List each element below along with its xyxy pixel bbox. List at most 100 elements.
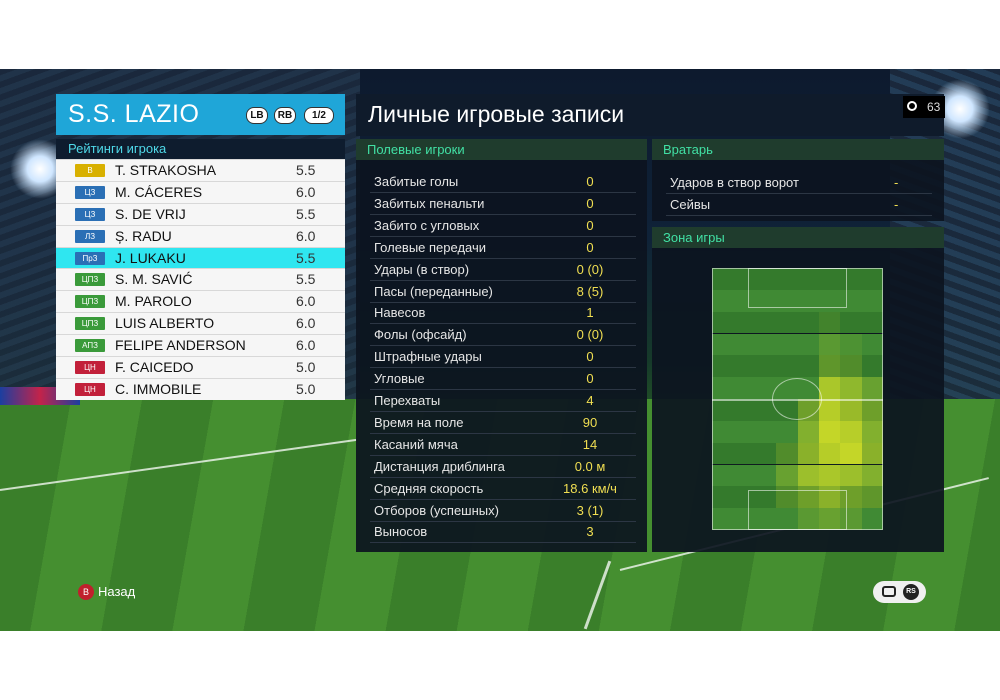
heatmap-cell	[712, 420, 734, 443]
player-rating: 6.0	[296, 293, 316, 310]
player-rating: 5.5	[296, 271, 316, 288]
heatmap-cell	[712, 508, 734, 530]
lb-button-icon[interactable]: LB	[246, 107, 268, 124]
position-badge: ЦПЗ	[75, 273, 105, 287]
heatmap-cell	[818, 311, 841, 334]
player-rating: 6.0	[296, 227, 316, 244]
heatmap-cell	[840, 268, 862, 290]
heatmap-cell	[797, 486, 819, 509]
heatmap-cell	[776, 508, 798, 530]
heatmap-cell	[733, 377, 755, 399]
heatmap-cell	[861, 377, 883, 399]
heatmap-cell	[776, 486, 798, 509]
stat-value: 8 (5)	[576, 283, 604, 299]
heatmap-cell	[840, 486, 862, 509]
stat-row: Отборов (успешных) 3 (1)	[370, 500, 636, 522]
player-row[interactable]: ПрЗ J. LUKAKU 5.5	[56, 246, 345, 269]
player-rating: 5.0	[296, 359, 316, 376]
heatmap-cell	[840, 377, 862, 399]
player-row[interactable]: ЦН F. CAICEDO 5.0	[56, 356, 345, 378]
heatmap-cell	[840, 420, 862, 443]
heatmap-cell	[776, 268, 798, 290]
heatmap-cell	[840, 508, 862, 530]
heatmap-cell	[861, 268, 883, 290]
stat-row: Средняя скорость 18.6 км/ч	[370, 478, 636, 500]
stat-value: 0 (0)	[576, 327, 604, 343]
heatmap-cell	[712, 311, 734, 334]
heatmap-cell	[754, 486, 777, 509]
stat-row: Удары (в створ) 0 (0)	[370, 259, 636, 281]
player-rating: 5.5	[296, 249, 316, 266]
player-rating: 5.5	[296, 162, 316, 178]
heatmap-cell	[754, 355, 777, 378]
player-row[interactable]: ЦПЗ M. PAROLO 6.0	[56, 290, 345, 313]
heatmap-cell	[840, 442, 862, 465]
position-badge: ЦН	[75, 361, 105, 375]
heatmap-cell	[733, 311, 755, 334]
stat-value: 0	[586, 195, 594, 211]
heatmap-cell	[818, 486, 841, 509]
heatmap-cell	[776, 355, 798, 378]
heatmap	[712, 268, 883, 530]
heatmap-cell	[733, 289, 755, 312]
back-label[interactable]: Назад	[98, 584, 136, 599]
position-badge: В	[75, 164, 105, 177]
player-rating: 6.0	[296, 183, 316, 200]
clock-icon	[907, 101, 917, 111]
player-row[interactable]: ЦПЗ S. M. SAVIĆ 5.5	[56, 268, 345, 291]
heatmap-cell	[754, 399, 777, 421]
heatmap-cell	[712, 399, 734, 421]
heatmap-cell	[818, 464, 841, 487]
heatmap-cell	[818, 420, 841, 443]
stat-row: Пасы (переданные) 8 (5)	[370, 281, 636, 303]
stat-value: 0	[586, 239, 594, 255]
heatmap-cell	[797, 355, 819, 378]
roster-title: Рейтинги игрока	[56, 139, 345, 159]
position-badge: ЦН	[75, 382, 105, 396]
position-badge: ЛЗ	[75, 229, 105, 243]
player-row[interactable]: АПЗ FELIPE ANDERSON 6.0	[56, 334, 345, 357]
heatmap-cell	[712, 355, 734, 378]
stat-row: Перехваты 4	[370, 390, 636, 412]
heatmap-cell	[776, 289, 798, 312]
heatmap-cell	[797, 442, 819, 465]
player-name: S. DE VRIJ	[115, 205, 186, 222]
heatmap-cell	[818, 442, 841, 465]
player-row[interactable]: ЛЗ Ș. RADU 6.0	[56, 224, 345, 247]
rb-button-icon[interactable]: RB	[274, 107, 296, 124]
player-row[interactable]: ЦЗ M. CÁCERES 6.0	[56, 180, 345, 203]
stat-value: 0.0 м	[574, 458, 606, 474]
player-name: C. IMMOBILE	[115, 380, 202, 397]
heatmap-cell	[754, 311, 777, 334]
stat-label: Фолы (офсайд)	[374, 327, 467, 343]
heatmap-cell	[776, 333, 798, 356]
match-timer: 63	[903, 96, 945, 118]
chat-rs-button[interactable]: RS	[873, 581, 926, 603]
player-row[interactable]: В T. STRAKOSHA 5.5	[56, 159, 345, 181]
player-row[interactable]: ЦН C. IMMOBILE 5.0	[56, 377, 345, 400]
goalkeeper-title: Вратарь	[652, 139, 944, 160]
heatmap-cell	[776, 464, 798, 487]
stat-label: Пасы (переданные)	[374, 283, 493, 299]
position-badge: ПрЗ	[75, 251, 105, 265]
stat-value: 0	[586, 349, 594, 365]
player-row[interactable]: ЦЗ S. DE VRIJ 5.5	[56, 202, 345, 225]
heatmap-cell	[861, 464, 883, 487]
heatmap-cell	[797, 508, 819, 530]
stat-row: Дистанция дриблинга 0.0 м	[370, 456, 636, 478]
heatmap-cell	[861, 333, 883, 356]
timer-value: 63	[927, 100, 941, 114]
player-row[interactable]: ЦПЗ LUIS ALBERTO 6.0	[56, 312, 345, 335]
stat-value: 3	[586, 524, 594, 540]
heatmap-cell	[754, 333, 777, 356]
chat-icon	[882, 586, 896, 597]
stat-label: Удары (в створ)	[374, 261, 470, 277]
b-button-icon[interactable]: B	[78, 584, 94, 600]
stat-value: 18.6 км/ч	[563, 480, 617, 496]
stat-label: Отборов (успешных)	[374, 502, 499, 518]
position-badge: ЦЗ	[75, 185, 105, 199]
player-rating: 6.0	[296, 315, 316, 332]
stat-label: Ударов в створ ворот	[670, 175, 799, 190]
heatmap-cell	[754, 289, 777, 312]
field-stats-panel: Полевые игроки Забитые голы 0 Забитых пена…	[356, 139, 647, 552]
